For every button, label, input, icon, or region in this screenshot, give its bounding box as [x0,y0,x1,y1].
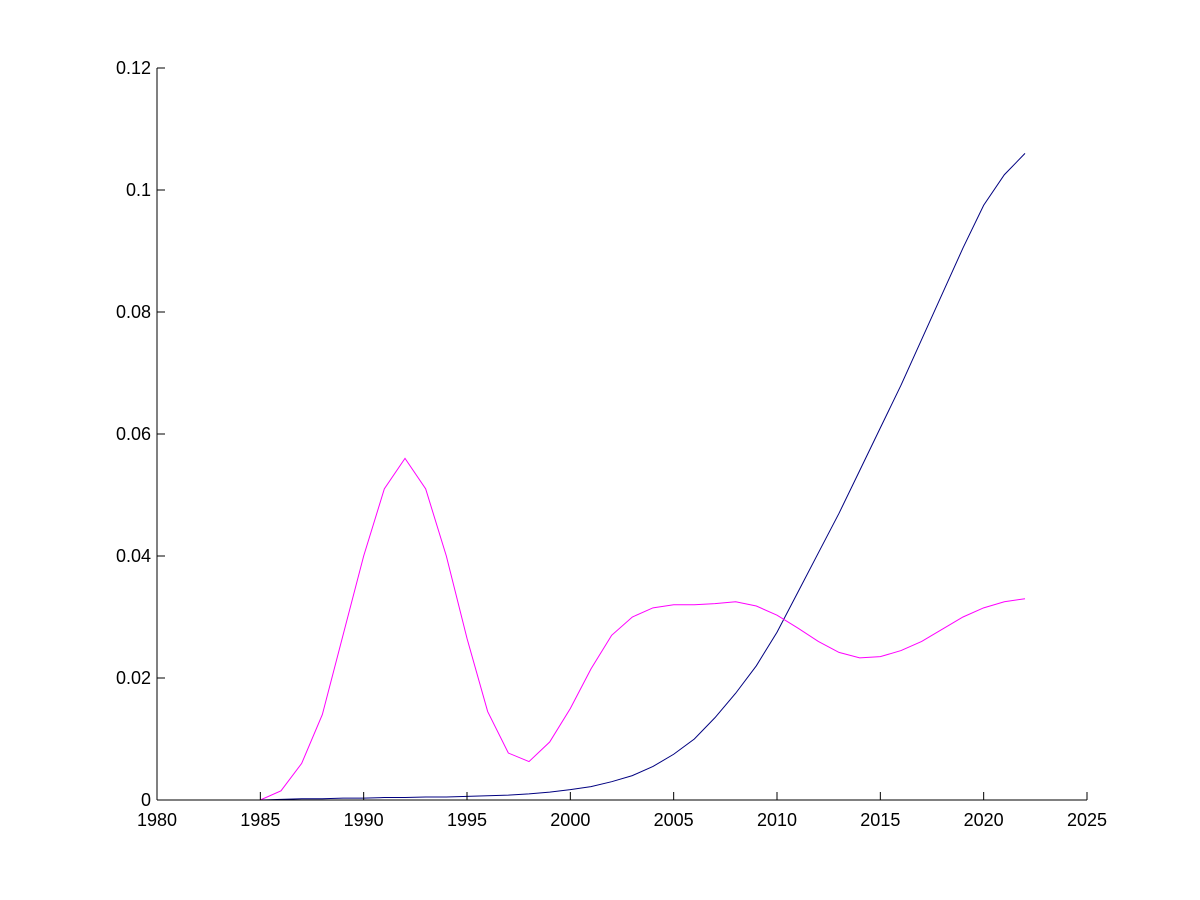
series-layer [157,153,1026,801]
x-ticks: 1980 1985 1990 1995 2000 2005 2010 2015 2020 2025 [137,792,1107,830]
x-tick-label: 2000 [550,810,590,830]
y-tick-label: 0.08 [116,302,151,322]
y-tick-label: 0 [141,790,151,810]
series-line-2 [157,457,1026,801]
x-tick-label: 1990 [344,810,384,830]
x-tick-label: 1985 [240,810,280,830]
x-tick-label: 1980 [137,810,177,830]
x-tick-label: 1995 [447,810,487,830]
x-tick-label: 2015 [860,810,900,830]
axes [156,68,1087,801]
x-tick-label: 2020 [964,810,1004,830]
x-tick-label: 2010 [757,810,797,830]
x-tick-label: 2025 [1067,810,1107,830]
y-tick-label: 0.06 [116,424,151,444]
y-tick-label: 0.1 [126,180,151,200]
y-tick-label: 0.12 [116,58,151,78]
x-tick-label: 2005 [654,810,694,830]
y-tick-label: 0.02 [116,668,151,688]
series-line-1 [157,153,1026,801]
y-tick-label: 0.04 [116,546,151,566]
y-ticks: 0 0.02 0.04 0.06 0.08 0.1 0.12 [116,58,165,810]
